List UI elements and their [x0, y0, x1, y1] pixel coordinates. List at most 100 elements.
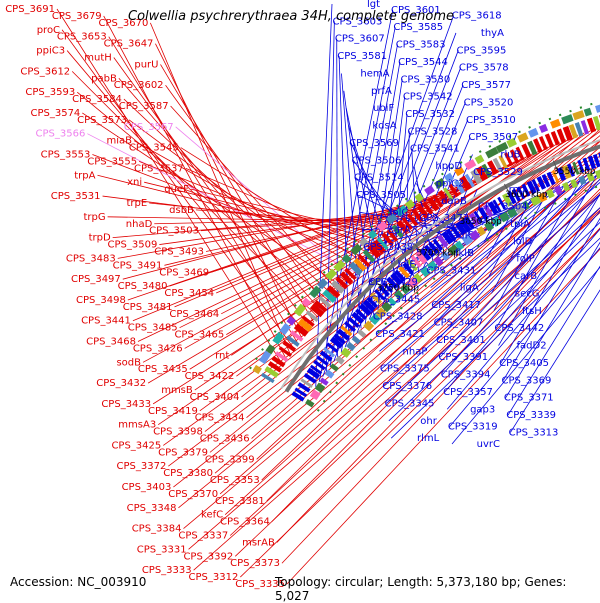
- leader-line: [159, 206, 439, 245]
- forward-gene-block: [577, 159, 585, 173]
- feature-block: [420, 266, 431, 278]
- reverse-gene-block: [330, 280, 345, 294]
- gene-labels-right: lgt CPS_3601 CPS_3618 CPS_3603 CPS_3585 thyA C…: [333, 0, 559, 450]
- leader-line: [113, 57, 311, 328]
- gene-label: CPS_3337: [178, 531, 228, 542]
- gene-label: CPS_3514: [354, 173, 404, 184]
- reverse-gene-block: [432, 194, 444, 208]
- gene-label: CPS_3607: [335, 34, 385, 45]
- feature-block: [309, 389, 321, 401]
- feature-block: [357, 329, 367, 338]
- forward-gene-block: [370, 292, 383, 305]
- scale-tick-label: 3600 kbp: [505, 190, 548, 200]
- gene-label: CPS_3392: [183, 551, 233, 562]
- feature-block: [358, 237, 369, 248]
- feature-block: [484, 220, 495, 232]
- gene-label: CPS_3480: [118, 281, 168, 292]
- gene-label: CPS_3506: [352, 155, 402, 166]
- reverse-gene-block: [437, 189, 450, 205]
- gene-label: CPS_3433: [101, 399, 151, 410]
- gene-label: tpiA: [510, 219, 530, 230]
- leader-line: [341, 73, 362, 329]
- forward-gene-block: [516, 186, 526, 200]
- scale-tick-label: 3650 kbp: [459, 217, 502, 227]
- reverse-gene-block: [544, 133, 555, 148]
- feature-block: [440, 251, 451, 261]
- reverse-gene-block: [443, 187, 454, 201]
- feature-block: [301, 297, 312, 308]
- reverse-gene-block: [372, 239, 386, 255]
- forward-gene-block: [398, 265, 410, 279]
- leader-line: [107, 216, 418, 223]
- forward-gene-block: [303, 373, 317, 384]
- forward-gene-block: [406, 259, 418, 272]
- feature-block: [514, 203, 525, 214]
- scale-tick-mark: [552, 160, 558, 171]
- forward-gene-block: [551, 170, 560, 184]
- reverse-gene-block: [286, 335, 300, 347]
- gene-label: mutH: [84, 52, 112, 63]
- gene-label: CPS_3370: [168, 489, 218, 500]
- forward-gene-block: [374, 289, 386, 301]
- gene-label: CPS_3394: [441, 370, 491, 381]
- ruler-ring: [284, 144, 600, 393]
- reverse-gene-block: [335, 276, 349, 290]
- reverse-gene-block: [348, 261, 363, 276]
- feature-block: [279, 322, 291, 336]
- forward-gene-block: [415, 250, 428, 265]
- gene-label: CPS_3421: [375, 329, 425, 340]
- gene-label: CPS_3569: [349, 138, 399, 149]
- reverse-gene-block: [515, 146, 525, 161]
- leader-line: [491, 189, 549, 294]
- gene-label: CPS_3567: [124, 122, 174, 133]
- reverse-gene-block: [580, 120, 590, 135]
- feature-block: [506, 207, 518, 219]
- gene-label: CPS_3373: [230, 558, 280, 569]
- gene-label: CPS_3507: [468, 132, 518, 143]
- gene-label: CPS_3603: [333, 16, 383, 27]
- feature-block: [528, 127, 539, 138]
- reverse-gene-block: [271, 355, 286, 368]
- forward-gene-block: [531, 178, 541, 193]
- leader-line: [229, 191, 600, 536]
- feature-block: [550, 118, 561, 129]
- reverse-gene-block: [326, 285, 341, 299]
- forward-gene-block: [347, 316, 360, 329]
- feature-block: [376, 220, 388, 232]
- feature-block: [424, 185, 435, 196]
- leader-line: [234, 209, 600, 557]
- scale-tick-mark: [373, 278, 381, 287]
- gene-label: CPS_3403: [122, 482, 172, 493]
- scale-ticks: 3750 kbp 3700 kbp 3650 kbp 3600 kbp 3550 kbp…: [373, 160, 596, 293]
- gene-label: CPS_3384: [132, 524, 182, 535]
- leader-line: [61, 29, 295, 349]
- gene-label: CPS_3454: [164, 288, 214, 299]
- feature-block: [447, 244, 460, 256]
- gene-label: CPS_3335: [235, 579, 285, 590]
- gene-label: dapB: [441, 196, 467, 207]
- leader-line: [195, 209, 413, 227]
- leader-line: [340, 44, 398, 353]
- feature-block: [341, 253, 352, 264]
- reverse-gene-block: [464, 173, 475, 188]
- feature-block: [387, 297, 397, 307]
- leader-line: [343, 90, 375, 315]
- gene-label: CPS_3464: [169, 309, 219, 320]
- reverse-gene-block: [459, 175, 472, 191]
- gene-label: nhaD: [126, 219, 153, 230]
- forward-gene-block: [521, 183, 531, 197]
- gene-label: CPS_3583: [396, 40, 446, 51]
- forward-gene-block: [343, 321, 356, 333]
- reverse-gene-block: [264, 366, 279, 378]
- forward-gene-block: [351, 311, 365, 325]
- feature-block: [469, 229, 481, 241]
- forward-gene-block: [336, 328, 350, 341]
- gene-label: CPS_3529: [473, 167, 523, 178]
- feature-block: [554, 185, 563, 195]
- gene-label: trpE: [127, 198, 148, 209]
- reverse-gene-block: [453, 179, 466, 194]
- leader-line: [502, 217, 600, 381]
- leader-line: [432, 184, 561, 306]
- reverse-gene-block: [574, 122, 584, 137]
